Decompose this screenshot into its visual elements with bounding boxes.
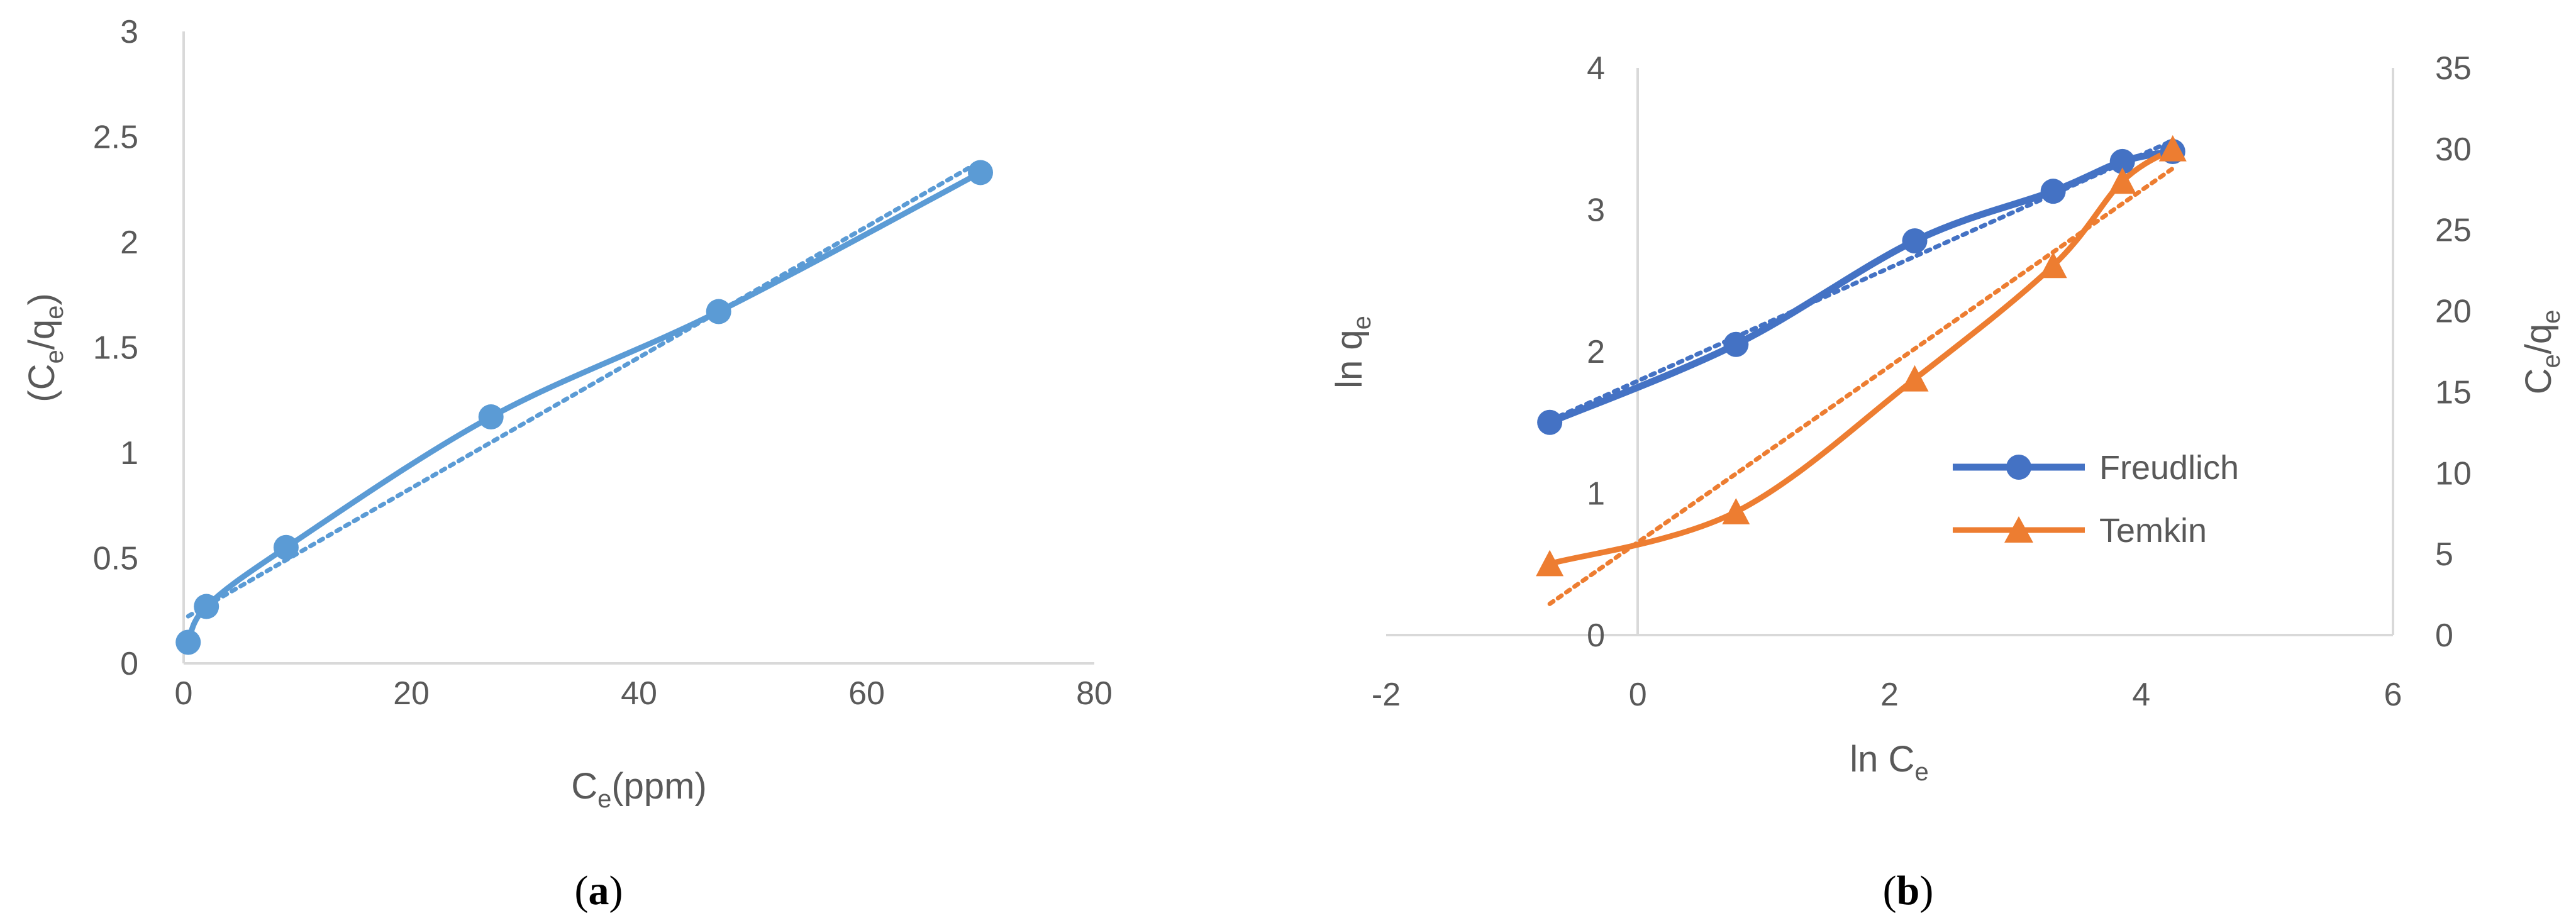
legend-label-freudlich: Freudlich [2099,449,2239,487]
chart-b-y2-tick-label: 10 [2435,455,2472,492]
chart-b-caption-letter: b [1897,868,1920,914]
chart-b-x-label-sub: e [1914,758,1928,786]
chart-b-point-temkin [1536,550,1564,577]
chart-a-point [194,594,219,619]
legend-item-temkin: Temkin [1953,512,2207,550]
chart-b-y-tick-label: 0 [1587,617,1605,654]
chart-b-y2-label-main: C [2518,368,2559,394]
chart-b-y-tick-label: 2 [1587,334,1605,370]
chart-b-point-temkin [1901,365,1929,392]
chart-a-caption-letter: a [589,868,609,914]
chart-b-y-label: ln qe [1329,316,1376,389]
chart-b-x-label-main: ln C [1850,739,1914,780]
chart-b-x-tick-label: 4 [2132,677,2150,713]
chart-a-point [273,534,299,560]
chart-a-caption: (a) [575,868,623,914]
chart-b-x-tick-label: 0 [1629,677,1647,713]
chart-b-y-tick-label: 3 [1587,192,1605,229]
chart-a-x-label: Ce(ppm) [571,766,707,813]
chart-b-point-freudlich [2040,179,2066,204]
chart-a-y-tick-label: 2 [120,224,138,261]
chart-a-y-tick-label: 2.5 [93,119,138,156]
chart-a-x-tick-label: 80 [1076,675,1113,712]
chart-a-x-tick-label: 40 [621,675,657,712]
chart-a-x-label-rest: (ppm) [611,766,706,807]
chart-b-x-label: ln Ce [1850,739,1928,786]
chart-a-y-label: (Ce/qe) [21,293,69,402]
chart-b-y2-tick-label: 0 [2435,617,2453,654]
chart-a-series-line [186,170,982,644]
chart-a-trendline [186,158,983,619]
chart-b-y2-tick-label: 15 [2435,374,2472,411]
chart-b-y2-label-sub2: e [2538,310,2565,324]
chart-a-points [175,160,993,655]
chart-a-x-label-sub: e [597,785,611,813]
chart-a-y-label-close: ) [21,293,62,305]
chart-b-y-tick-label: 4 [1587,50,1605,87]
chart-b-series-line-freudlich [1548,148,2174,426]
chart-b-y2-ticks: 0 5 10 15 20 25 30 35 [2435,50,2472,654]
chart-a-y-tick-label: 3 [120,14,138,50]
chart-a-y-tick-label: 0.5 [93,541,138,577]
chart-b-x-tick-label: 2 [1880,677,1899,713]
chart-a-y-label-mid: /q [21,319,62,350]
legend-marker-temkin [2004,516,2033,543]
chart-b-trendline-temkin [1547,166,2175,606]
chart-b-y2-tick-label: 20 [2435,294,2472,330]
chart-a-point [968,160,993,185]
chart-a-x-tick-label: 0 [175,675,193,712]
chart-a-point [706,299,731,324]
chart-b-caption: (b) [1883,868,1934,914]
chart-a-y-tick-label: 0 [120,646,138,682]
chart-a-y-ticks: 0 0.5 1 1.5 2 2.5 3 [93,14,138,682]
chart-b-x-ticks: -2 0 2 4 6 [1372,677,2402,713]
chart-b-points-temkin [1536,135,2187,577]
chart-a-x-tick-label: 60 [848,675,885,712]
chart-b-point-temkin [1722,498,1750,524]
chart-b-y2-tick-label: 25 [2435,213,2472,249]
chart-b-legend: Freudlich Temkin [1953,449,2239,550]
chart-a-y-tick-label: 1 [120,435,138,472]
chart-a-caption-close: ) [609,868,623,914]
chart-b-y-ticks: 0 1 2 3 4 [1587,50,1605,654]
chart-a-x-ticks: 0 20 40 60 80 [175,675,1113,712]
chart-b-y-label-main: ln q [1329,329,1370,389]
chart-a-caption-open: ( [575,868,589,914]
chart-b-point-freudlich [1723,331,1749,357]
chart-b: 0 1 2 3 4 0 5 10 15 20 25 30 35 -2 0 2 4 6 Freudlich Te… [1329,50,2565,914]
chart-a: 00.511.522.53 0 20 40 60 80 Ce(ppm) (Ce/qe) … [21,14,1113,914]
chart-b-point-temkin [2158,135,2187,162]
legend-label-temkin: Temkin [2099,512,2207,550]
chart-b-caption-close: ) [1919,868,1933,914]
chart-b-x-tick-label: 6 [2384,677,2402,713]
chart-b-y2-label: Ce/qe [2518,310,2565,395]
chart-b-point-freudlich [2109,148,2135,174]
chart-b-y2-tick-label: 35 [2435,50,2472,87]
chart-a-point [175,629,201,655]
chart-b-point-temkin [2108,167,2136,194]
chart-b-y2-label-sub1: e [2538,354,2565,368]
chart-b-x-tick-label: -2 [1372,677,1401,713]
chart-b-point-freudlich [1902,228,1928,254]
chart-a-x-label-main: C [571,766,597,807]
chart-b-y2-tick-label: 5 [2435,536,2453,573]
chart-b-series-line-temkin [1548,146,2175,567]
chart-b-y2-label-mid: /q [2518,324,2559,354]
chart-a-y-label-open: (C [21,364,62,402]
chart-a-point [478,404,504,430]
chart-b-y-label-sub: e [1348,316,1376,329]
legend-marker-freudlich [2006,455,2031,480]
chart-b-y-tick-label: 1 [1587,476,1605,512]
chart-b-caption-open: ( [1883,868,1897,914]
chart-b-point-temkin [2039,252,2067,279]
chart-a-y-tick-label: 1.5 [93,330,138,367]
chart-b-y2-tick-label: 30 [2435,131,2472,168]
chart-a-y-label-sub1: e [41,350,69,363]
chart-b-point-freudlich [1537,409,1563,435]
chart-a-x-tick-label: 20 [393,675,430,712]
chart-a-y-label-sub2: e [41,306,69,319]
legend-item-freudlich: Freudlich [1953,449,2239,487]
